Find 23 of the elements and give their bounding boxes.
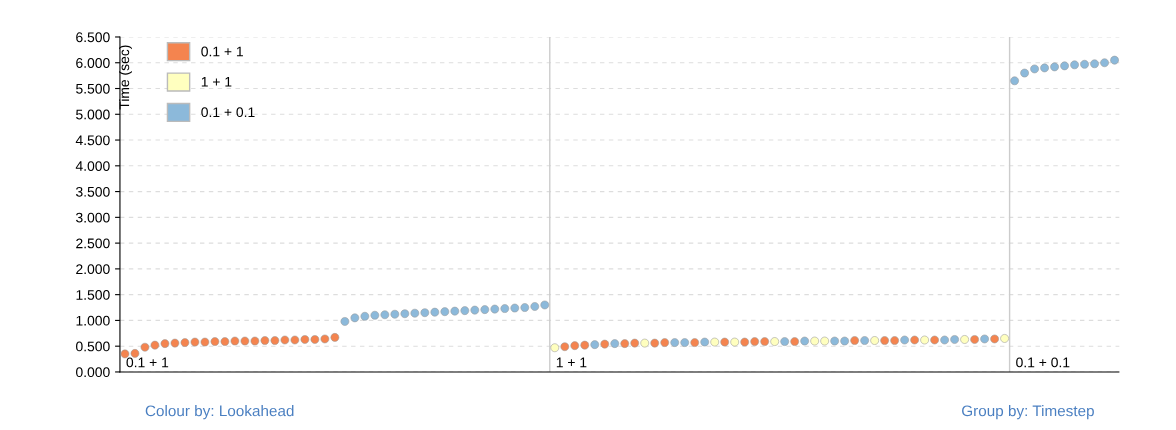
- legend-label: 0.1 + 0.1: [201, 107, 255, 118]
- text: Colour by: Lookahead: [145, 405, 294, 420]
- y-tick-label: 5.000: [76, 109, 110, 120]
- annotation: 1 + 1: [556, 357, 587, 368]
- y-tick-label: 2.000: [76, 264, 110, 275]
- y-tick-label: 0.500: [76, 341, 110, 352]
- y-tick-label: 6.000: [76, 58, 110, 68]
- y-tick-label: 5.500: [76, 83, 110, 94]
- y-tick-label: 2.500: [76, 238, 110, 249]
- y-tick-label: 4.500: [75, 135, 110, 146]
- annotation: 0.1 + 0.1: [1016, 357, 1070, 368]
- text: Group by: Timestep: [962, 405, 1094, 420]
- y-tick-label: 0.000: [76, 367, 110, 378]
- y-tick-label: 6.500: [76, 32, 110, 43]
- legend-label: 0.1 + 1: [201, 46, 243, 57]
- y-axis-title: Time (sec): [119, 45, 132, 110]
- annotation: 0.1 + 1: [126, 357, 169, 368]
- y-tick-label: 3.000: [76, 212, 110, 223]
- y-tick-label: 3.500: [76, 186, 110, 197]
- y-tick-label: 1.500: [76, 289, 110, 300]
- legend-label: 1 + 1: [201, 77, 232, 87]
- y-tick-label: 1.000: [76, 315, 110, 326]
- y-tick-label: 4.000: [75, 161, 110, 171]
